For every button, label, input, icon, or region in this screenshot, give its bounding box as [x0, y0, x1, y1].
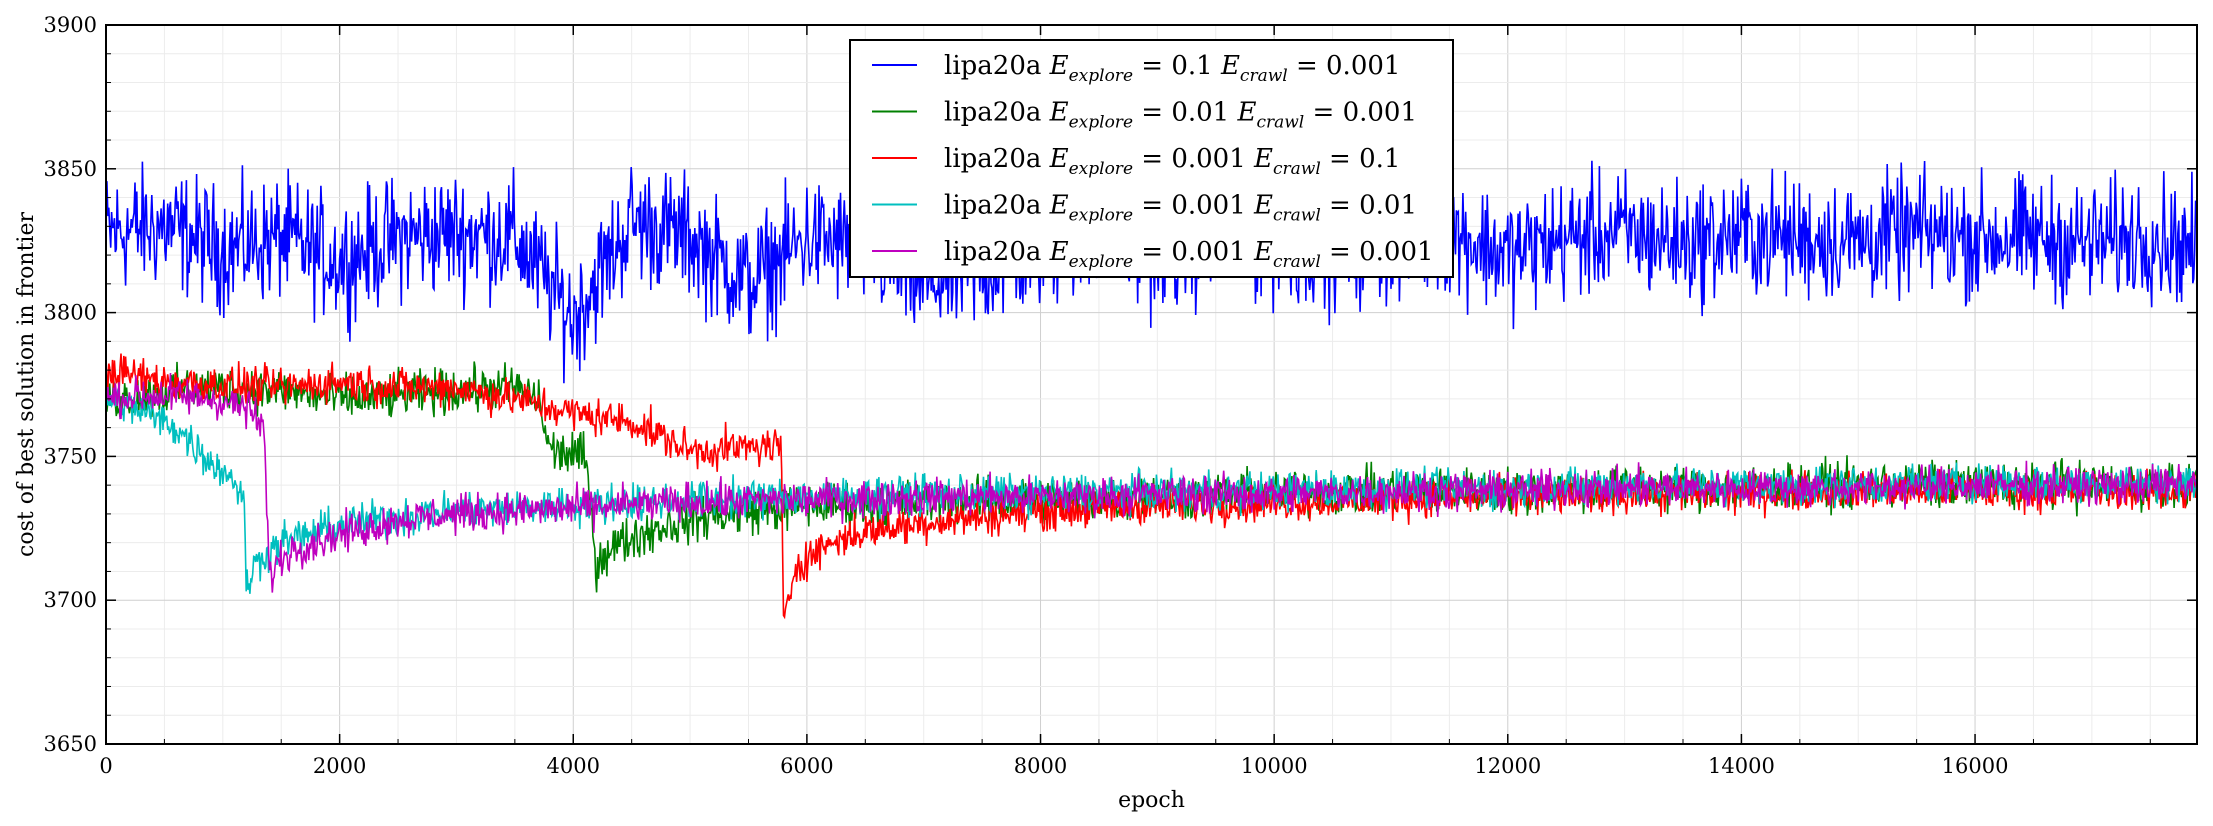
legend: lipa20a Eexplore = 0.1 Ecrawl = 0.001 lip… — [849, 39, 1454, 278]
legend-box — [849, 39, 1454, 278]
legend-label-5: lipa20a Eexplore = 0.001 Ecrawl = 0.001 — [944, 237, 1434, 272]
grid — [105, 24, 2197, 745]
y-tick-label: 3700 — [44, 588, 97, 612]
x-tick-label: 8000 — [1014, 754, 1067, 778]
y-axis-title: cost of best solution in frontier — [14, 212, 39, 557]
series-line-5 — [105, 372, 2198, 593]
legend-label-1: lipa20a Eexplore = 0.1 Ecrawl = 0.001 — [944, 51, 1400, 86]
x-tick-label: 14000 — [1708, 754, 1775, 778]
x-tick-label: 2000 — [313, 754, 366, 778]
ticks: 0 2000 4000 6000 8000 10000 12000 14000 16000 365… — [44, 13, 2197, 778]
y-tick-label: 3750 — [44, 444, 97, 468]
series-line-3 — [105, 353, 2198, 620]
y-tick-label: 3650 — [44, 732, 97, 756]
legend-label-3: lipa20a Eexplore = 0.001 Ecrawl = 0.1 — [944, 144, 1400, 179]
y-tick-label: 3900 — [44, 13, 97, 37]
legend-label-2: lipa20a Eexplore = 0.01 Ecrawl = 0.001 — [944, 98, 1417, 133]
x-tick-label: 12000 — [1474, 754, 1541, 778]
y-tick-label: 3850 — [44, 157, 97, 181]
x-tick-label: 0 — [99, 754, 112, 778]
x-tick-label: 4000 — [547, 754, 600, 778]
y-tick-label: 3800 — [44, 301, 97, 325]
x-tick-label: 6000 — [780, 754, 833, 778]
legend-label-4: lipa20a Eexplore = 0.001 Ecrawl = 0.01 — [944, 191, 1417, 226]
x-tick-label: 10000 — [1241, 754, 1308, 778]
plot-frame — [105, 24, 2198, 745]
x-axis-title: epoch — [1118, 788, 1185, 813]
x-tick-label: 16000 — [1942, 754, 2009, 778]
